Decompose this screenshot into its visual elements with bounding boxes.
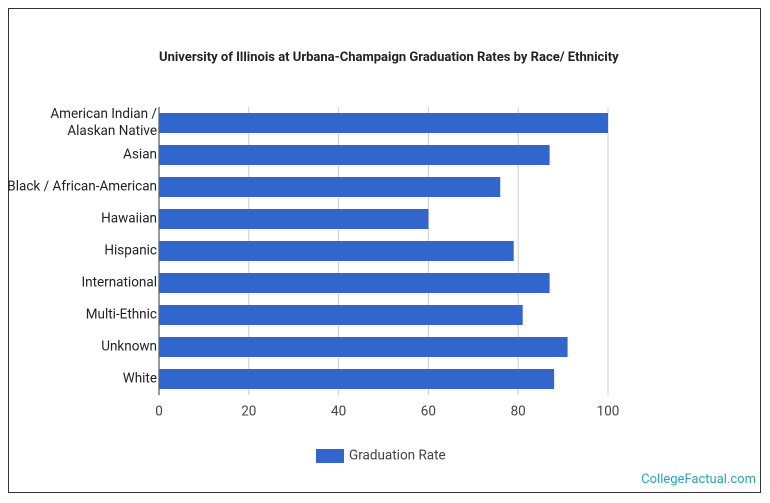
frame [8,8,761,493]
y-tick-label: Hispanic [104,242,157,259]
y-tick-label: American Indian / Alaskan Native [50,106,157,139]
x-tick-label: 60 [421,404,436,420]
y-tick-label: Hawaiian [101,210,157,227]
bar [159,369,555,389]
bar [159,241,514,261]
y-tick-label: White [122,370,157,387]
y-tick-label: Multi-Ethnic [85,306,157,323]
chart-title: University of Illinois at Urbana-Champai… [159,50,619,65]
legend-swatch [316,449,344,463]
bar [159,145,550,165]
bar [159,113,608,133]
bar [159,305,523,325]
bar [159,273,550,293]
bar [159,209,429,229]
bar [159,177,501,197]
x-tick-label: 40 [331,404,346,420]
x-tick-label: 100 [597,404,620,420]
y-tick-label: International [81,274,157,291]
x-tick-label: 0 [155,404,163,420]
legend-label: Graduation Rate [349,448,446,464]
bar [159,337,568,357]
y-tick-label: Unknown [101,338,157,355]
source: CollegeFactual.com [641,472,756,487]
x-tick-label: 20 [241,404,256,420]
y-tick-label: Asian [123,146,157,163]
y-tick-label: Black / African-American [7,178,157,195]
x-tick-label: 80 [511,404,526,420]
